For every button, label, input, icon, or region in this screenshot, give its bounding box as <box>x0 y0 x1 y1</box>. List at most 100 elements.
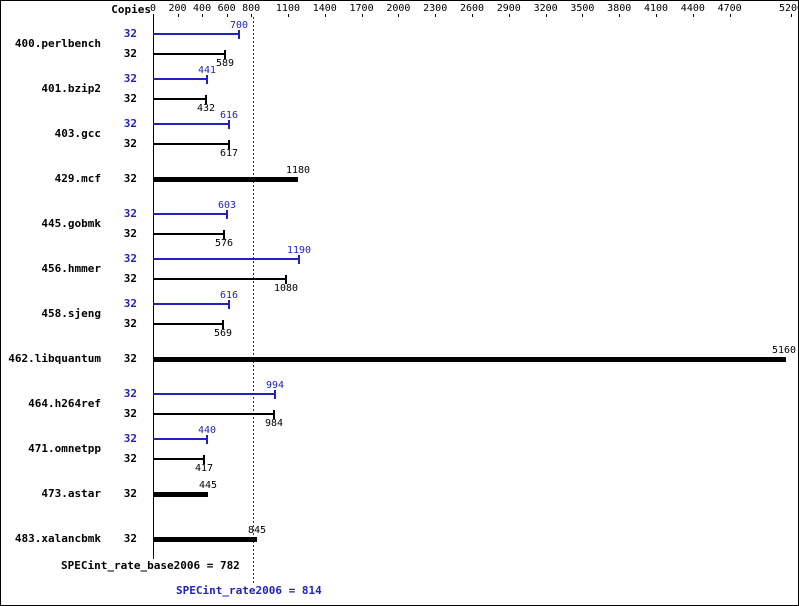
value-label: 984 <box>265 418 284 429</box>
value-label: 1190 <box>287 245 312 256</box>
copies-value: 32 <box>123 27 137 40</box>
result-bar-peak <box>153 123 229 125</box>
result-bar-base <box>153 413 274 415</box>
axis-tick-mark <box>619 14 620 17</box>
value-label: 441 <box>198 65 217 76</box>
copies-value: 32 <box>123 47 137 60</box>
result-bar-peak <box>153 213 227 215</box>
benchmark-label: 458.sjeng <box>41 307 101 320</box>
base-summary-text: SPECint_rate_base2006 = 782 <box>61 559 240 572</box>
axis-tick-label: 400 <box>193 3 212 14</box>
result-bar-base <box>153 143 229 145</box>
benchmark-label: 462.libquantum <box>8 352 101 365</box>
result-bar-both <box>153 537 257 542</box>
copies-value: 32 <box>123 487 137 500</box>
axis-tick-label: 1100 <box>275 3 300 14</box>
axis-tick-mark <box>288 14 289 17</box>
axis-tick-mark <box>435 14 436 17</box>
axis-tick-label: 600 <box>217 3 236 14</box>
bar-end-cap <box>298 255 300 264</box>
axis-tick-mark <box>693 14 694 17</box>
result-bar-peak <box>153 393 275 395</box>
value-label: 440 <box>198 425 217 436</box>
axis-tick-mark <box>227 14 228 17</box>
bar-end-cap <box>206 75 208 84</box>
bar-end-cap <box>223 230 225 239</box>
axis-tick-label: 1700 <box>349 3 374 14</box>
copies-value: 32 <box>123 172 137 185</box>
result-bar-both <box>153 492 208 497</box>
benchmark-label: 471.omnetpp <box>28 442 101 455</box>
result-bar-peak <box>153 33 239 35</box>
axis-tick-mark <box>178 14 179 17</box>
result-bar-peak <box>153 78 207 80</box>
value-label: 576 <box>215 238 234 249</box>
copies-value: 32 <box>123 92 137 105</box>
copies-value: 32 <box>123 532 137 545</box>
bar-end-cap <box>226 210 228 219</box>
copies-value: 32 <box>123 297 137 310</box>
value-label: 417 <box>195 463 214 474</box>
value-label: 616 <box>220 110 239 121</box>
axis-tick-mark <box>325 14 326 17</box>
result-bar-peak <box>153 303 229 305</box>
axis-tick-label: 3500 <box>570 3 595 14</box>
axis-tick-label: 5200 <box>778 3 798 14</box>
value-label: 445 <box>199 480 218 491</box>
bar-end-cap <box>203 455 205 464</box>
bar-end-cap <box>285 275 287 284</box>
axis-tick-mark <box>251 14 252 17</box>
value-label: 603 <box>218 200 237 211</box>
bar-end-cap <box>224 50 226 59</box>
benchmark-label: 400.perlbench <box>14 37 101 50</box>
axis-tick-mark <box>509 14 510 17</box>
copies-value: 32 <box>123 352 137 365</box>
benchmark-label: 456.hmmer <box>41 262 101 275</box>
value-label: 1180 <box>286 165 311 176</box>
axis-tick-mark <box>730 14 731 17</box>
axis-tick-mark <box>398 14 399 17</box>
benchmark-label: 483.xalancbmk <box>14 532 101 545</box>
result-bar-base <box>153 278 286 280</box>
value-label: 589 <box>216 58 235 69</box>
result-bar-base <box>153 233 224 235</box>
axis-tick-label: 3800 <box>607 3 632 14</box>
copies-value: 32 <box>123 207 137 220</box>
copies-value: 32 <box>123 137 137 150</box>
axis-tick-label: 1400 <box>312 3 337 14</box>
copies-value: 32 <box>123 227 137 240</box>
peak-summary-text: SPECint_rate2006 = 814 <box>176 584 322 597</box>
copies-value: 32 <box>123 252 137 265</box>
axis-tick-label: 3200 <box>533 3 558 14</box>
copies-value: 32 <box>123 432 137 445</box>
copies-value: 32 <box>123 272 137 285</box>
result-bar-both <box>153 177 298 182</box>
bar-end-cap <box>228 140 230 149</box>
result-bar-peak <box>153 258 299 260</box>
benchmark-label: 473.astar <box>41 487 101 500</box>
copies-value: 32 <box>123 117 137 130</box>
copies-column-header: Copies <box>111 3 151 16</box>
bar-end-cap <box>228 120 230 129</box>
axis-tick-label: 200 <box>168 3 187 14</box>
value-label: 845 <box>248 525 267 536</box>
benchmark-label: 464.h264ref <box>28 397 101 410</box>
copies-value: 32 <box>123 317 137 330</box>
axis-tick-label: 4100 <box>643 3 669 14</box>
value-label: 569 <box>214 328 233 339</box>
copies-value: 32 <box>123 452 137 465</box>
axis-tick-mark <box>582 14 583 17</box>
result-bar-base <box>153 458 204 460</box>
axis-tick-mark <box>791 14 792 17</box>
axis-tick-mark <box>362 14 363 17</box>
bar-end-cap <box>228 300 230 309</box>
copies-value: 32 <box>123 387 137 400</box>
reference-line <box>253 17 254 583</box>
axis-tick-label: 800 <box>242 3 261 14</box>
axis-tick-mark <box>546 14 547 17</box>
bar-end-cap <box>206 435 208 444</box>
benchmark-label: 445.gobmk <box>41 217 101 230</box>
axis-tick-label: 2300 <box>423 3 448 14</box>
axis-tick-mark <box>656 14 657 17</box>
value-label: 432 <box>197 103 216 114</box>
